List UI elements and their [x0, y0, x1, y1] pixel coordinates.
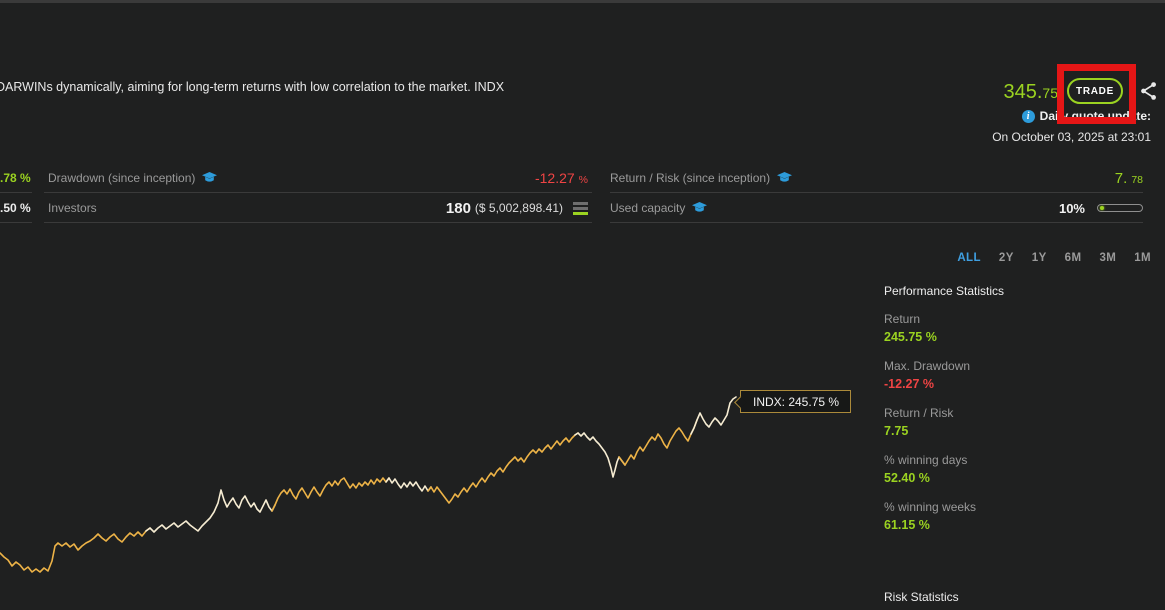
quote-price: 345.75: [1003, 80, 1058, 106]
cutoff-value-bottom: .50 %: [0, 201, 31, 215]
statistics-panel: Performance Statistics Return 245.75 % M…: [884, 284, 1159, 610]
divider: [610, 192, 1143, 193]
education-cap-icon[interactable]: [202, 172, 218, 184]
stats-row-1: .78 % Drawdown (since inception) -12.27 …: [0, 164, 1165, 192]
return-risk-cell: Return / Risk (since inception) 7. 78: [610, 164, 1143, 192]
used-capacity-gauge: [1097, 204, 1143, 212]
stat-winning-days: % winning days 52.40 %: [884, 453, 968, 485]
used-capacity-cell: Used capacity 10%: [610, 194, 1143, 222]
risk-statistics-title: Risk Statistics: [884, 590, 959, 604]
used-capacity-dot: [1100, 206, 1104, 210]
range-option-1y[interactable]: 1Y: [1031, 252, 1047, 264]
divider: [0, 192, 32, 193]
drawdown-unit: %: [578, 174, 588, 186]
stat-return-risk: Return / Risk 7.75: [884, 406, 954, 438]
range-option-6m[interactable]: 6M: [1064, 252, 1082, 264]
range-option-2y[interactable]: 2Y: [998, 252, 1014, 264]
investors-label: Investors: [48, 201, 97, 215]
used-capacity-value: 10%: [1058, 200, 1085, 216]
capacity-bars-icon[interactable]: [573, 201, 588, 215]
return-risk-label: Return / Risk (since inception): [610, 171, 771, 185]
investors-count: 180: [445, 199, 471, 217]
performance-statistics-title: Performance Statistics: [884, 284, 1005, 298]
divider: [44, 192, 592, 193]
share-icon[interactable]: [1138, 80, 1160, 102]
chart-tooltip: INDX: 245.75 %: [740, 390, 852, 413]
education-cap-icon[interactable]: [777, 172, 793, 184]
range-option-all[interactable]: ALL: [957, 252, 981, 264]
investors-amount: ($ 5,002,898.41): [474, 201, 563, 215]
cutoff-value-top: .78 %: [0, 171, 31, 185]
education-cap-icon[interactable]: [692, 202, 708, 214]
daily-quote-update-row: i Daily quote update:: [1021, 109, 1151, 123]
quote-update-timestamp: On October 03, 2025 at 23:01: [992, 130, 1151, 144]
stat-max-drawdown: Max. Drawdown -12.27 %: [884, 359, 971, 391]
drawdown-value: -12.27: [534, 170, 575, 186]
return-risk-value-main: 7.: [1114, 169, 1128, 187]
investors-cell: Investors 180 ($ 5,002,898.41): [48, 194, 588, 222]
quote-price-integer: 345.: [1003, 81, 1043, 103]
window-top-strip: [0, 0, 1165, 3]
daily-quote-update-label: Daily quote update:: [1039, 109, 1151, 123]
info-icon[interactable]: i: [1021, 109, 1035, 123]
divider: [44, 222, 592, 223]
range-option-1m[interactable]: 1M: [1134, 252, 1151, 264]
divider: [0, 222, 32, 223]
drawdown-cell: Drawdown (since inception) -12.27 %: [48, 164, 588, 192]
quote-price-decimals: 75: [1042, 85, 1058, 101]
stat-return: Return 245.75 %: [884, 312, 937, 344]
darwin-description: DARWINs dynamically, aiming for long-ter…: [0, 80, 505, 94]
return-risk-value-sub: 78: [1131, 173, 1143, 186]
performance-chart[interactable]: [0, 230, 880, 610]
used-capacity-label: Used capacity: [610, 201, 686, 215]
stat-winning-weeks: % winning weeks 61.15 %: [884, 500, 977, 532]
divider: [610, 222, 1143, 223]
drawdown-label: Drawdown (since inception): [48, 171, 196, 185]
range-option-3m[interactable]: 3M: [1099, 252, 1117, 264]
time-range-selector: ALL 2Y 1Y 6M 3M 1M: [957, 252, 1151, 264]
trade-button[interactable]: TRADE: [1067, 78, 1123, 104]
stats-row-2: .50 % Investors 180 ($ 5,002,898.41) Use…: [0, 194, 1165, 222]
